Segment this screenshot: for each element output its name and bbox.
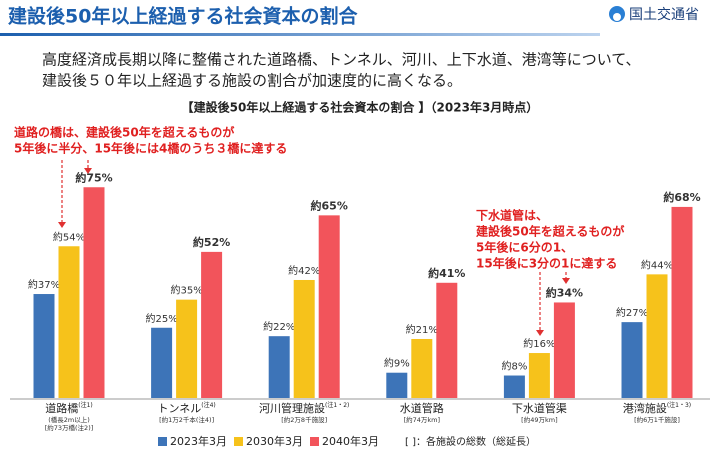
category-label: 下水道管渠 xyxy=(512,401,567,415)
bar xyxy=(646,274,668,398)
bar xyxy=(201,251,223,398)
bar xyxy=(58,246,80,398)
bar xyxy=(528,353,550,398)
bar xyxy=(83,187,105,398)
bar xyxy=(386,372,408,398)
legend-swatch xyxy=(158,437,167,446)
category-name: 水道管路 xyxy=(400,401,444,415)
bar xyxy=(293,279,315,398)
bar xyxy=(176,299,198,398)
value-label: 約21% xyxy=(406,323,438,336)
category-label: 港湾施設(注1・3) xyxy=(623,401,691,416)
description: 高度経済成長期以降に整備された道路橋、トンネル、河川、上下水道、港湾等について、 xyxy=(42,51,641,69)
bar xyxy=(553,302,575,398)
category-detail: [約6万1千施設] xyxy=(634,415,680,424)
category-note: (注1) xyxy=(78,401,93,409)
annotation: 下水道管は、 xyxy=(476,208,548,223)
category-name: 下水道管渠 xyxy=(512,401,567,415)
value-label: 約65% xyxy=(311,198,348,212)
value-label: 約44% xyxy=(641,258,673,271)
value-label: 約37% xyxy=(28,278,60,291)
bar xyxy=(268,336,290,398)
legend-swatch xyxy=(234,437,243,446)
category-label: 水道管路 xyxy=(400,401,444,415)
value-label: 約8% xyxy=(501,360,527,373)
description: 建設後５０年以上経過する施設の割合が加速度的に高くなる。 xyxy=(42,72,462,90)
bar xyxy=(503,375,525,398)
annotation: 建設後50年を超えるものが xyxy=(475,224,624,239)
logo-mark-inner xyxy=(613,13,621,21)
category-label: トンネル(注4) xyxy=(157,401,215,416)
legend-swatch xyxy=(310,437,319,446)
bar xyxy=(151,327,173,398)
category-detail: [約73万橋(注2)] xyxy=(45,423,94,432)
arrow-heads xyxy=(58,168,570,336)
value-label: 約22% xyxy=(263,320,295,333)
bar xyxy=(621,322,643,398)
category-detail: [約2万8千施設] xyxy=(281,415,327,424)
value-label: 約42% xyxy=(288,264,320,277)
title-underline xyxy=(0,33,600,36)
value-label: 約9% xyxy=(384,357,410,370)
value-label: 約52% xyxy=(193,235,230,249)
value-label: 約34% xyxy=(546,285,583,299)
value-label: 約54% xyxy=(53,230,85,243)
category-name: 港湾施設 xyxy=(623,401,667,415)
annotation: 道路の橋は、建設後50年を超えるものが xyxy=(14,125,234,140)
bar xyxy=(318,215,340,398)
value-label: 約25% xyxy=(145,312,177,325)
category-detail: [約74万km] xyxy=(404,415,440,424)
bar xyxy=(436,282,458,398)
category-name: 河川管理施設 xyxy=(259,401,325,415)
value-label: 約41% xyxy=(428,266,465,280)
annotation: 5年後に半分、15年後には4橋のうち３橋に達する xyxy=(14,141,287,156)
value-label: 約35% xyxy=(170,284,202,297)
category-note: (注1・3) xyxy=(667,401,691,409)
category-name: 道路橋 xyxy=(45,401,78,415)
bar xyxy=(411,338,433,398)
category-label: 道路橋(注1) xyxy=(45,401,93,416)
value-label: 約75% xyxy=(75,170,112,184)
legend-label: 2030年3月 xyxy=(246,434,303,448)
footnote: [ ]：各施設の総数（総延長） xyxy=(405,435,536,448)
legend-label: 2023年3月 xyxy=(170,434,227,448)
chart-title: 【建設後50年以上経過する社会資本の割合 】（2023年3月時点） xyxy=(182,100,539,115)
category-note: (注4) xyxy=(201,401,216,409)
category-name: トンネル xyxy=(157,402,201,415)
category-note: (注1・2) xyxy=(325,401,349,409)
page-title: 建設後50年以上経過する社会資本の割合 xyxy=(8,5,358,28)
category-detail: [約1万2千本(注4)] xyxy=(159,415,214,424)
value-label: 約16% xyxy=(523,337,555,350)
category-detail: [約49万km] xyxy=(521,415,557,424)
value-label: 約68% xyxy=(663,190,700,204)
arrows xyxy=(61,160,567,330)
bar xyxy=(671,206,693,398)
bar xyxy=(33,294,55,398)
annotation: 15年後に3分の1に達する xyxy=(476,256,617,271)
annotation: 5年後に6分の1、 xyxy=(476,240,573,255)
logo-text: 国土交通省 xyxy=(629,6,699,23)
category-detail: (橋長2m以上) xyxy=(48,415,90,424)
value-label: 約27% xyxy=(616,306,648,319)
category-label: 河川管理施設(注1・2) xyxy=(259,401,349,416)
legend-label: 2040年3月 xyxy=(322,434,379,448)
